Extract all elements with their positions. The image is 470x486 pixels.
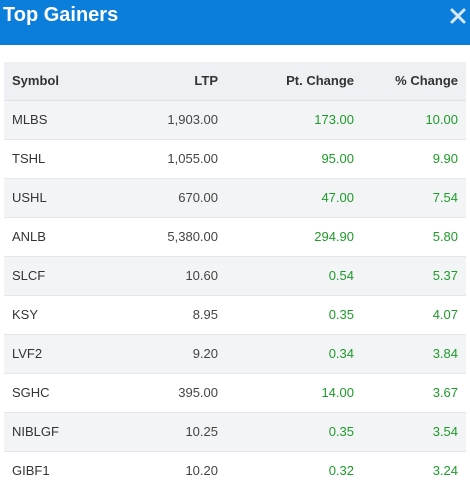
table-row[interactable]: NIBLGF 10.25 0.35 3.54 — [4, 412, 466, 452]
cell-ltp: 9.20 — [120, 334, 226, 374]
column-header-symbol[interactable]: Symbol — [4, 62, 120, 101]
cell-ltp: 10.60 — [120, 256, 226, 296]
cell-pt-change: 0.35 — [226, 295, 362, 335]
cell-ltp: 1,055.00 — [120, 139, 226, 179]
cell-symbol: USHL — [4, 178, 120, 218]
table-header-row: Symbol LTP Pt. Change % Change — [4, 62, 466, 101]
cell-symbol: KSY — [4, 295, 120, 335]
cell-symbol: NIBLGF — [4, 412, 120, 452]
cell-symbol: TSHL — [4, 139, 120, 179]
cell-pct-change: 3.54 — [362, 412, 466, 452]
cell-pct-change: 5.37 — [362, 256, 466, 296]
cell-pt-change: 294.90 — [226, 217, 362, 257]
table-row[interactable]: SGHC 395.00 14.00 3.67 — [4, 373, 466, 413]
cell-pct-change: 3.24 — [362, 451, 466, 486]
close-icon[interactable] — [450, 8, 466, 24]
cell-pt-change: 14.00 — [226, 373, 362, 413]
dialog-header: Top Gainers — [0, 0, 470, 45]
table-row[interactable]: USHL 670.00 47.00 7.54 — [4, 178, 466, 218]
cell-pt-change: 173.00 — [226, 100, 362, 140]
cell-pct-change: 7.54 — [362, 178, 466, 218]
cell-pct-change: 3.67 — [362, 373, 466, 413]
column-header-pt-change[interactable]: Pt. Change — [226, 62, 362, 101]
table-row[interactable]: GIBF1 10.20 0.32 3.24 — [4, 451, 466, 486]
cell-ltp: 8.95 — [120, 295, 226, 335]
cell-ltp: 5,380.00 — [120, 217, 226, 257]
cell-pt-change: 47.00 — [226, 178, 362, 218]
cell-symbol: LVF2 — [4, 334, 120, 374]
cell-ltp: 10.20 — [120, 451, 226, 486]
table-row[interactable]: ANLB 5,380.00 294.90 5.80 — [4, 217, 466, 257]
cell-pt-change: 0.34 — [226, 334, 362, 374]
cell-ltp: 395.00 — [120, 373, 226, 413]
gainers-table: Symbol LTP Pt. Change % Change MLBS 1,903… — [4, 62, 466, 486]
cell-pct-change: 9.90 — [362, 139, 466, 179]
cell-pt-change: 0.32 — [226, 451, 362, 486]
cell-symbol: SLCF — [4, 256, 120, 296]
column-header-ltp[interactable]: LTP — [120, 62, 226, 101]
cell-pct-change: 5.80 — [362, 217, 466, 257]
column-header-pct-change[interactable]: % Change — [362, 62, 466, 101]
cell-pct-change: 3.84 — [362, 334, 466, 374]
cell-ltp: 10.25 — [120, 412, 226, 452]
cell-pt-change: 0.54 — [226, 256, 362, 296]
table-row[interactable]: SLCF 10.60 0.54 5.37 — [4, 256, 466, 296]
cell-pt-change: 0.35 — [226, 412, 362, 452]
cell-symbol: GIBF1 — [4, 451, 120, 486]
dialog-title: Top Gainers — [3, 4, 119, 26]
cell-symbol: ANLB — [4, 217, 120, 257]
cell-ltp: 670.00 — [120, 178, 226, 218]
table-row[interactable]: KSY 8.95 0.35 4.07 — [4, 295, 466, 335]
table-row[interactable]: TSHL 1,055.00 95.00 9.90 — [4, 139, 466, 179]
cell-symbol: SGHC — [4, 373, 120, 413]
gainers-table-container: Symbol LTP Pt. Change % Change MLBS 1,903… — [4, 62, 466, 486]
cell-pt-change: 95.00 — [226, 139, 362, 179]
table-row[interactable]: MLBS 1,903.00 173.00 10.00 — [4, 100, 466, 140]
cell-symbol: MLBS — [4, 100, 120, 140]
table-row[interactable]: LVF2 9.20 0.34 3.84 — [4, 334, 466, 374]
table-body: MLBS 1,903.00 173.00 10.00 TSHL 1,055.00 95.00… — [4, 100, 466, 486]
cell-pct-change: 4.07 — [362, 295, 466, 335]
cell-ltp: 1,903.00 — [120, 100, 226, 140]
cell-pct-change: 10.00 — [362, 100, 466, 140]
